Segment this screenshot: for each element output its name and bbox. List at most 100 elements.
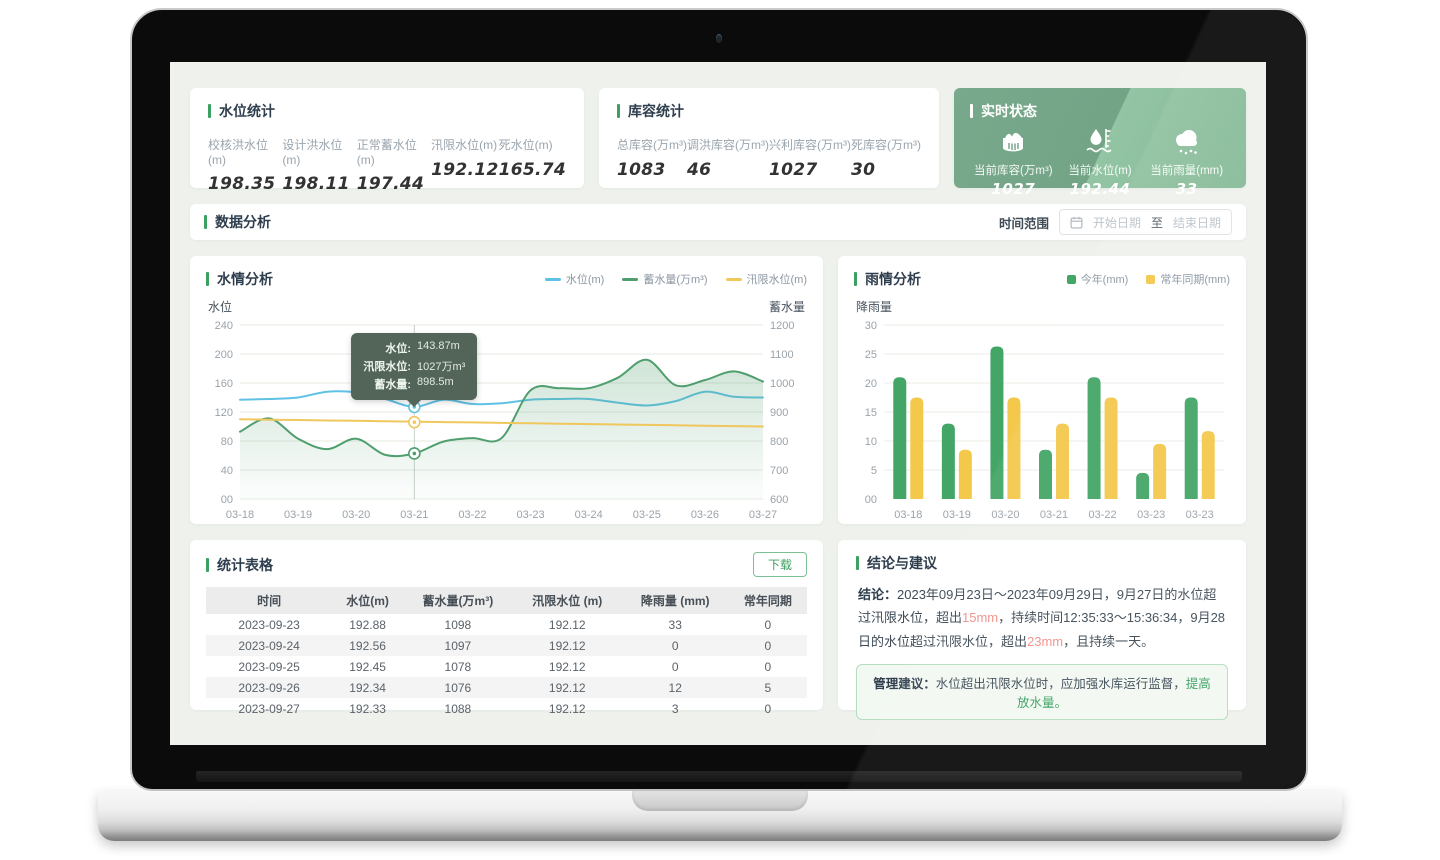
bar-this-year[interactable] [893, 377, 907, 499]
date-range-separator: 至 [1150, 215, 1163, 230]
text-segment: 管理建议： [873, 677, 936, 692]
bar-this-year[interactable] [1136, 472, 1150, 499]
section-title: 数据分析 [204, 212, 271, 232]
column-header: 汛限水位 (m) [512, 587, 622, 614]
bar-normal-year[interactable] [958, 449, 972, 499]
title-marker [204, 215, 207, 229]
section-title-text: 库容统计 [628, 103, 684, 119]
stat-item: 正常蓄水位(m) 197.44 [357, 136, 431, 194]
table-cell: 192.56 [349, 638, 386, 653]
left-axis-tick: 80 [221, 436, 233, 448]
column-header: 时间 [206, 587, 333, 614]
bar-this-year[interactable] [990, 346, 1004, 499]
legend-item[interactable]: 蓄水量(万m³) [622, 271, 708, 287]
table-header-row: 时间 水位(m) 蓄水量(万m³) 汛限水位 (m) 降雨量 (mm) 常年同期 [206, 587, 807, 614]
x-axis-tick: 03-25 [633, 509, 661, 521]
date-range-picker[interactable]: 开始日期 至 结束日期 [1058, 209, 1232, 235]
legend-item[interactable]: 今年(mm) [1066, 271, 1128, 287]
right-axis-tick: 1100 [770, 349, 794, 361]
bar-this-year[interactable] [941, 423, 955, 499]
end-date-input[interactable]: 结束日期 [1172, 215, 1221, 230]
x-axis-tick: 03-21 [1040, 509, 1068, 521]
title-marker [970, 104, 973, 118]
download-button[interactable]: 下载 [752, 552, 807, 577]
stat-label: 正常蓄水位(m) [356, 138, 417, 167]
table-cell: 192.12 [548, 617, 586, 632]
section-title: 统计表格 [206, 555, 273, 575]
left-axis-tick: 120 [215, 407, 233, 419]
stat-item: 设计洪水位(m) 198.11 [282, 136, 356, 194]
water-chart-legend: 水位(m) 蓄水量(万m³) 汛限水位(m) [544, 271, 808, 287]
series-line-1 [239, 358, 764, 458]
table-cell: 1097 [444, 638, 472, 653]
capacity-stats-items: 总库容(万m³) 1083 调洪库容(万m³) 46 兴利库容(万m³) 1027 死库容(… [617, 136, 921, 180]
screen-viewport: 水位统计 校核洪水位(m) 198.35 设计洪水位(m) 198.11 正常蓄水位(m… [170, 62, 1266, 745]
crosshair-marker-dot [412, 420, 417, 424]
bar-normal-year[interactable] [1153, 443, 1167, 499]
water-chart-svg[interactable]: 240 1200 200 1100 160 1000 120 900 80 800 40 700 00 6… [206, 317, 803, 523]
stats-table: 时间 水位(m) 蓄水量(万m³) 汛限水位 (m) 降雨量 (mm) 常年同期 2023… [206, 587, 807, 719]
stat-value: 198.35 [208, 174, 276, 194]
series-line-2 [239, 418, 764, 428]
bar-normal-year[interactable] [1104, 397, 1118, 500]
table-cell: 2023-09-23 [238, 617, 300, 632]
x-axis-tick: 03-21 [400, 509, 428, 521]
bar-this-year[interactable] [1184, 397, 1198, 500]
section-title-text: 水位统计 [219, 103, 275, 119]
legend-label: 汛限水位(m) [746, 274, 808, 286]
legend-item[interactable]: 常年同期(mm) [1146, 271, 1230, 287]
charts-row: 水情分析 水位(m) 蓄水量(万m³) 汛限水位(m) 水位 蓄水量 水位: 143.… [190, 256, 1246, 524]
title-marker [206, 557, 209, 572]
table-cell: 1088 [444, 701, 472, 716]
section-title-text: 水情分析 [217, 271, 273, 287]
x-axis-tick: 03-19 [943, 509, 971, 521]
realtime-label: 当前库容(万m³) [974, 165, 1053, 177]
chart-header: 雨情分析 今年(mm) 常年同期(mm) [854, 269, 1230, 289]
tooltip-label: 汛限水位: [363, 361, 412, 373]
bar-normal-year[interactable] [1201, 431, 1215, 499]
table-row: 2023-09-25 192.45 1078 192.12 0 0 [206, 656, 807, 677]
card-water-level-stats: 水位统计 校核洪水位(m) 198.35 设计洪水位(m) 198.11 正常蓄水位(m… [190, 88, 584, 194]
bar-normal-year[interactable] [1056, 423, 1069, 499]
table-head: 时间 水位(m) 蓄水量(万m³) 汛限水位 (m) 降雨量 (mm) 常年同期 [206, 587, 807, 614]
legend-swatch [1066, 274, 1076, 284]
x-axis-tick: 03-27 [749, 509, 777, 521]
right-axis-tick: 600 [770, 494, 788, 506]
time-range-label: 时间范围 [998, 216, 1049, 231]
advice-box: 管理建议：水位超出汛限水位时，应加强水库运行监督，提高放水量。 [856, 664, 1228, 721]
bar-this-year[interactable] [1087, 377, 1101, 499]
table-cell: 33 [668, 617, 682, 632]
water-chart-plot[interactable]: 水位: 143.87m 汛限水位: 1027万m³ 蓄水量: 898.5m 240 1200… [206, 317, 807, 528]
rain-chart-svg[interactable]: 30 25 20 15 10 5 00 03-18 03-19 03-20 03-21 03-22 03… [854, 317, 1230, 523]
title-marker [856, 556, 859, 570]
x-axis-tick: 03-23 [1137, 509, 1165, 521]
rain-chart-plot[interactable]: 30 25 20 15 10 5 00 03-18 03-19 03-20 03-21 03-22 03… [854, 317, 1230, 528]
table-cell: 192.88 [349, 617, 386, 632]
table-cell: 3 [671, 701, 679, 716]
realtime-items: 当前库容(万m³) 1027 [970, 127, 1230, 198]
realtime-value: 33 [1175, 180, 1198, 198]
stat-value: 165.74 [498, 160, 566, 180]
stat-value: 1083 [617, 160, 666, 180]
bar-normal-year[interactable] [1007, 397, 1021, 500]
realtime-label: 当前水位(m) [1068, 165, 1132, 177]
rain-cloud-icon [1175, 130, 1197, 155]
y-axis-tick: 10 [865, 436, 877, 448]
legend-item[interactable]: 水位(m) [544, 271, 605, 287]
water-level-icon [1086, 129, 1112, 153]
table-cell: 0 [764, 701, 772, 716]
text-segment: 水位超出汛限水位时，应加强水库运行监督， [935, 677, 1186, 692]
title-marker [208, 104, 211, 118]
card-rain-analysis: 雨情分析 今年(mm) 常年同期(mm) 降雨量 30 25 20 15 10 5 00 03-… [838, 256, 1246, 524]
table-cell: 2023-09-24 [238, 638, 300, 653]
bar-this-year[interactable] [1039, 449, 1052, 499]
stat-label: 校核洪水位(m) [208, 138, 269, 167]
legend-label: 水位(m) [565, 274, 605, 286]
section-title: 结论与建议 [856, 553, 1228, 573]
water-chart-tooltip: 水位: 143.87m 汛限水位: 1027万m³ 蓄水量: 898.5m [351, 333, 478, 400]
start-date-input[interactable]: 开始日期 [1092, 215, 1141, 230]
legend-item[interactable]: 汛限水位(m) [725, 271, 808, 287]
dashboard: 水位统计 校核洪水位(m) 198.35 设计洪水位(m) 198.11 正常蓄水位(m… [170, 62, 1266, 745]
crosshair-marker-dot [412, 451, 417, 456]
bar-normal-year[interactable] [910, 397, 924, 500]
